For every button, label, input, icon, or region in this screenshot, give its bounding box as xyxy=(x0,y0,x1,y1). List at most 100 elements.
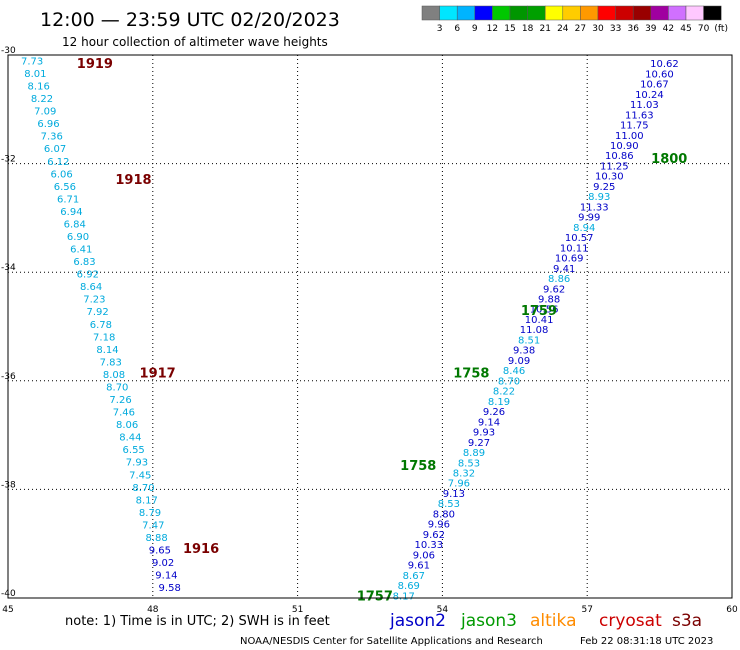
wave-height-value: 8.70 xyxy=(106,382,128,393)
legend-jason3: jason3 xyxy=(460,611,517,631)
wave-height-value: 6.96 xyxy=(37,119,59,130)
wave-height-value: 6.56 xyxy=(54,182,76,193)
wave-height-value: 11.03 xyxy=(630,100,659,111)
wave-height-value: 10.30 xyxy=(595,172,624,183)
wave-height-value: 8.53 xyxy=(438,499,460,510)
x-tick-label: 57 xyxy=(581,605,592,615)
wave-height-value: 7.23 xyxy=(83,295,105,306)
wave-height-value: 8.16 xyxy=(28,82,50,93)
wave-height-value: 9.14 xyxy=(155,571,177,582)
wave-height-value: 11.25 xyxy=(600,161,629,172)
wave-height-value: 6.06 xyxy=(50,169,72,180)
wave-height-value: 10.24 xyxy=(635,90,664,101)
legend-s3a: s3a xyxy=(672,611,702,631)
scale-label: 24 xyxy=(557,24,569,34)
scale-swatch xyxy=(421,5,440,21)
wave-height-value: 8.88 xyxy=(145,533,167,544)
wave-height-value: 7.46 xyxy=(113,408,135,419)
wave-height-value: 9.13 xyxy=(443,489,465,500)
wave-height-value: 9.65 xyxy=(149,546,171,557)
pass-time-label: 1757 xyxy=(357,589,393,604)
wave-height-value: 8.22 xyxy=(493,387,515,398)
wave-height-value: 11.00 xyxy=(615,131,644,142)
plot-area: 45 48 51 54 57 60-30-32-34-36-38-407.738.018.… xyxy=(1,46,738,615)
scale-label: 12 xyxy=(487,24,498,34)
wave-height-value: 9.61 xyxy=(408,561,430,572)
pass-time-label: 1918 xyxy=(115,173,151,188)
wave-height-value: 9.38 xyxy=(513,346,535,357)
wave-height-value: 6.90 xyxy=(67,232,89,243)
wave-height-value: 7.09 xyxy=(34,107,56,118)
wave-height-value: 9.96 xyxy=(428,520,450,531)
scale-swatch xyxy=(580,5,599,21)
wave-height-value: 8.86 xyxy=(548,274,570,285)
scale-label: 9 xyxy=(472,24,478,34)
wave-height-value: 9.27 xyxy=(468,438,490,449)
scale-swatch xyxy=(615,5,634,21)
scale-label: 6 xyxy=(454,24,460,34)
wave-height-value: 9.62 xyxy=(543,284,565,295)
wave-height-value: 7.92 xyxy=(87,307,109,318)
pass-time-label: 1916 xyxy=(183,542,219,557)
wave-height-value: 6.84 xyxy=(64,219,86,230)
wave-height-value: 7.18 xyxy=(93,332,115,343)
pass-time-label: 1759 xyxy=(521,304,557,319)
x-tick-label: 60 xyxy=(726,605,738,615)
wave-height-value: 9.62 xyxy=(423,530,445,541)
wave-height-value: 10.86 xyxy=(605,151,634,162)
scale-swatch xyxy=(474,5,493,21)
scale-label: 18 xyxy=(522,24,534,34)
wave-height-value: 6.41 xyxy=(70,245,92,256)
wave-height-value: 8.70 xyxy=(132,483,154,494)
wave-height-value: 10.90 xyxy=(610,141,639,152)
scale-label: 39 xyxy=(645,24,657,34)
scale-label: 33 xyxy=(610,24,621,34)
scale-swatch xyxy=(703,5,722,21)
wave-height-value: 8.89 xyxy=(463,448,485,459)
scale-swatch xyxy=(650,5,669,21)
wave-height-value: 6.07 xyxy=(44,144,66,155)
scale-label: 70 xyxy=(698,24,710,34)
scale-label: 21 xyxy=(539,24,550,34)
wave-height-value: 8.46 xyxy=(503,366,525,377)
scale-swatch xyxy=(597,5,616,21)
satellite-legend: jason2 jason3 altika cryosat s3a xyxy=(389,611,702,631)
wave-height-value: 8.51 xyxy=(518,335,540,346)
scale-label: 3 xyxy=(437,24,443,34)
wave-height-value: 8.19 xyxy=(488,397,510,408)
wave-height-value: 7.26 xyxy=(109,395,131,406)
scale-label: 15 xyxy=(504,24,515,34)
wave-height-value: 6.71 xyxy=(57,194,79,205)
wave-height-value: 11.63 xyxy=(625,110,654,121)
wave-height-value: 8.44 xyxy=(119,433,141,444)
wave-height-value: 8.14 xyxy=(96,345,118,356)
wave-height-value: 9.14 xyxy=(478,417,500,428)
scale-label: 42 xyxy=(663,24,674,34)
wave-height-value: 9.58 xyxy=(159,583,181,594)
wave-height-value: 10.57 xyxy=(565,233,594,244)
pass-time-label: 1758 xyxy=(400,459,436,474)
wave-height-value: 8.94 xyxy=(573,223,595,234)
wave-height-value: 10.56 xyxy=(530,305,559,316)
pass-time-label: 1917 xyxy=(140,367,176,382)
wave-height-value: 8.06 xyxy=(116,420,138,431)
footnote: note: 1) Time is in UTC; 2) SWH is in fe… xyxy=(65,614,330,629)
scale-swatch xyxy=(562,5,581,21)
plot-border xyxy=(7,54,733,599)
wave-height-value: 7.45 xyxy=(129,470,151,481)
wave-height-value: 6.55 xyxy=(123,445,145,456)
wave-height-value: 8.17 xyxy=(393,591,415,602)
wave-height-value: 10.62 xyxy=(650,59,679,70)
wave-height-value: 9.41 xyxy=(553,264,575,275)
wave-height-value: 7.47 xyxy=(142,520,164,531)
wave-height-value: 8.70 xyxy=(498,376,520,387)
wave-height-value: 9.26 xyxy=(483,407,505,418)
wave-height-value: 7.96 xyxy=(448,479,470,490)
timestamp-text: Feb 22 08:31:18 UTC 2023 xyxy=(580,636,713,647)
chart-title: 12:00 — 23:59 UTC 02/20/2023 xyxy=(40,9,340,31)
wave-height-value: 8.17 xyxy=(136,495,158,506)
wave-height-value: 8.22 xyxy=(31,94,53,105)
wave-height-value: 9.02 xyxy=(152,558,174,569)
pass-time-label: 1758 xyxy=(453,367,489,382)
scale-swatch xyxy=(685,5,704,21)
